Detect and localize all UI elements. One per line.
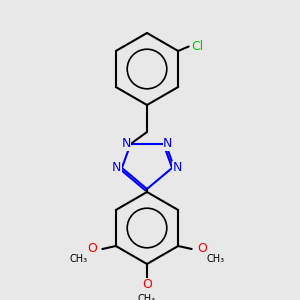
Text: O: O — [87, 242, 97, 256]
Text: N: N — [173, 161, 182, 174]
Text: N: N — [122, 137, 131, 151]
Text: N: N — [163, 137, 172, 151]
Text: CH₃: CH₃ — [69, 254, 87, 265]
Text: CH₃: CH₃ — [207, 254, 225, 265]
Text: O: O — [197, 242, 207, 256]
Text: O: O — [142, 278, 152, 292]
Text: Cl: Cl — [192, 40, 204, 53]
Text: N: N — [112, 161, 121, 174]
Text: CH₃: CH₃ — [138, 293, 156, 300]
